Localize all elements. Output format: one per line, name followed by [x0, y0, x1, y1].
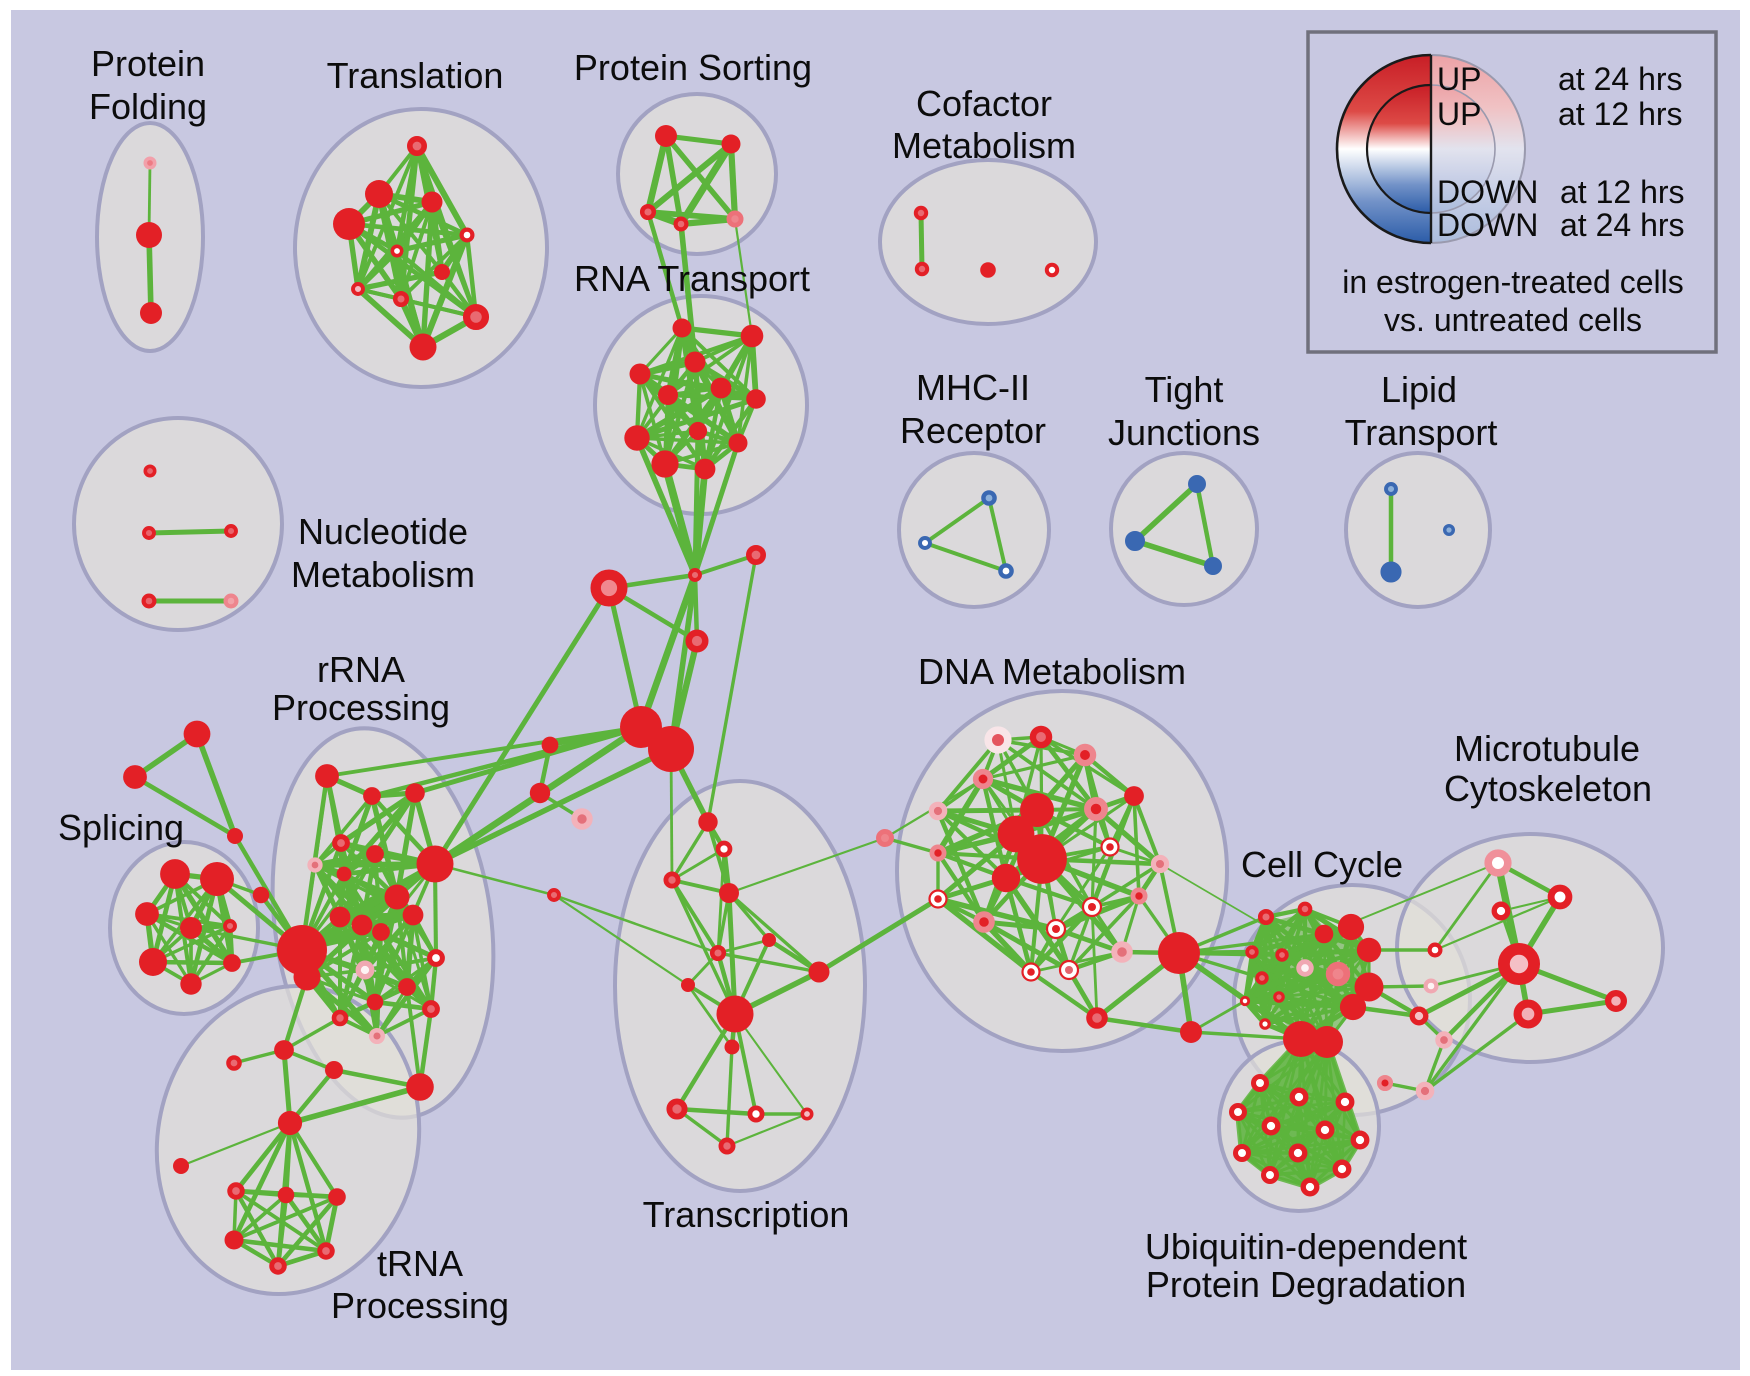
svg-text:Junctions: Junctions	[1108, 412, 1260, 453]
svg-text:UP: UP	[1437, 61, 1481, 97]
svg-text:vs. untreated cells: vs. untreated cells	[1384, 302, 1642, 338]
svg-text:Metabolism: Metabolism	[892, 125, 1076, 166]
svg-text:Transport: Transport	[1345, 412, 1498, 453]
svg-text:tRNA: tRNA	[377, 1243, 463, 1284]
svg-text:Microtubule: Microtubule	[1454, 728, 1640, 769]
svg-text:Protein Sorting: Protein Sorting	[574, 47, 812, 88]
svg-text:Tight: Tight	[1145, 369, 1224, 410]
svg-text:Protein: Protein	[91, 43, 205, 84]
svg-text:MHC-II: MHC-II	[916, 367, 1030, 408]
svg-text:Translation: Translation	[327, 55, 504, 96]
svg-text:Transcription: Transcription	[643, 1194, 850, 1235]
svg-text:in estrogen-treated cells: in estrogen-treated cells	[1342, 264, 1684, 300]
svg-text:UP: UP	[1437, 96, 1481, 132]
svg-text:RNA Transport: RNA Transport	[574, 258, 810, 299]
svg-text:Protein Degradation: Protein Degradation	[1146, 1264, 1466, 1305]
svg-text:at 24 hrs: at 24 hrs	[1558, 61, 1683, 97]
svg-text:DOWN: DOWN	[1437, 174, 1538, 210]
svg-text:at 12 hrs: at 12 hrs	[1560, 174, 1685, 210]
svg-text:Splicing: Splicing	[58, 807, 184, 848]
svg-text:Processing: Processing	[331, 1285, 509, 1326]
svg-text:Cofactor: Cofactor	[916, 83, 1052, 124]
svg-text:Lipid: Lipid	[1381, 369, 1457, 410]
svg-text:Metabolism: Metabolism	[291, 554, 475, 595]
svg-text:Nucleotide: Nucleotide	[298, 511, 468, 552]
svg-text:rRNA: rRNA	[317, 649, 405, 690]
svg-text:Cytoskeleton: Cytoskeleton	[1444, 768, 1652, 809]
svg-text:Receptor: Receptor	[900, 410, 1046, 451]
svg-text:Folding: Folding	[89, 86, 207, 127]
svg-text:DNA Metabolism: DNA Metabolism	[918, 651, 1186, 692]
svg-text:at 12 hrs: at 12 hrs	[1558, 96, 1683, 132]
svg-text:Processing: Processing	[272, 687, 450, 728]
svg-text:at 24 hrs: at 24 hrs	[1560, 207, 1685, 243]
svg-text:DOWN: DOWN	[1437, 207, 1538, 243]
svg-text:Cell Cycle: Cell Cycle	[1241, 844, 1403, 885]
svg-text:Ubiquitin-dependent: Ubiquitin-dependent	[1145, 1226, 1467, 1267]
